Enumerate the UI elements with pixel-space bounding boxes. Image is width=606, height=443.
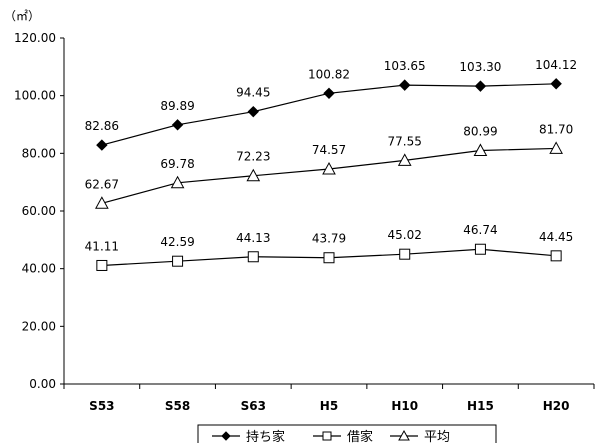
data-label: 46.74 bbox=[463, 223, 497, 237]
y-tick-label: 60.00 bbox=[22, 204, 56, 218]
y-tick-label: 40.00 bbox=[22, 262, 56, 276]
data-label: 44.45 bbox=[539, 230, 573, 244]
data-point-triangle bbox=[170, 175, 185, 189]
legend-item: 持ち家 bbox=[212, 429, 285, 443]
data-point-diamond bbox=[323, 87, 335, 100]
legend-item: 平均 bbox=[390, 429, 450, 443]
data-point-triangle bbox=[473, 143, 488, 156]
data-point-square bbox=[247, 251, 259, 263]
data-point-square bbox=[550, 250, 562, 262]
legend-item: 借家 bbox=[313, 429, 373, 443]
data-point-diamond bbox=[96, 139, 108, 151]
data-label: 41.11 bbox=[85, 239, 119, 253]
x-tick-label: S53 bbox=[89, 399, 114, 413]
data-label: 104.12 bbox=[535, 58, 577, 72]
x-tick-labels: S53 S58 S63 H5 H10 H15 H20 bbox=[89, 399, 569, 413]
data-label: 82.86 bbox=[85, 119, 119, 133]
data-label: 89.89 bbox=[160, 99, 194, 113]
x-tick-label: H15 bbox=[467, 399, 494, 413]
series-group: 82.86 89.89 94.45 100.82 103.65 103.30 104.12 4… bbox=[85, 58, 577, 271]
data-point-triangle bbox=[398, 429, 410, 441]
data-label: 74.57 bbox=[312, 143, 346, 157]
data-point-square bbox=[323, 252, 335, 264]
data-point-triangle bbox=[397, 153, 412, 166]
y-tick-label: 120.00 bbox=[14, 31, 56, 45]
series-1: 82.86 89.89 94.45 100.82 103.65 103.30 104.12 bbox=[85, 58, 577, 151]
y-tick-label: 100.00 bbox=[14, 89, 56, 103]
axes bbox=[60, 37, 595, 389]
data-point-diamond bbox=[247, 105, 259, 118]
data-point-square bbox=[399, 248, 411, 260]
data-point-diamond bbox=[550, 78, 562, 90]
data-label: 69.78 bbox=[160, 157, 194, 171]
data-point-triangle bbox=[95, 196, 109, 209]
data-label: 77.55 bbox=[388, 134, 422, 148]
data-label: 80.99 bbox=[463, 124, 497, 138]
data-label: 45.02 bbox=[388, 228, 422, 242]
legend: 持ち家 借家 平均 bbox=[197, 424, 497, 443]
data-label: 103.65 bbox=[384, 59, 426, 73]
legend-label: 平均 bbox=[424, 430, 450, 443]
legend-box bbox=[197, 424, 497, 443]
data-label: 72.23 bbox=[236, 150, 270, 164]
data-point-square bbox=[474, 243, 486, 255]
data-label: 44.13 bbox=[236, 231, 270, 245]
data-label: 100.82 bbox=[308, 67, 350, 81]
legend-label: 借家 bbox=[347, 429, 373, 443]
data-point-diamond bbox=[474, 80, 487, 92]
data-label: 62.67 bbox=[85, 177, 119, 191]
data-point-square bbox=[172, 255, 184, 267]
y-unit-label: （㎡） bbox=[4, 9, 40, 23]
y-tick-label: 0.00 bbox=[29, 377, 56, 391]
data-point-diamond bbox=[171, 119, 184, 131]
series-3: 62.67 69.78 72.23 74.57 77.55 80.99 81.70 bbox=[85, 122, 573, 209]
x-tick-label: H10 bbox=[391, 399, 418, 413]
data-point-triangle bbox=[322, 161, 336, 175]
y-tick-label: 80.00 bbox=[22, 146, 56, 160]
data-label: 42.59 bbox=[160, 235, 194, 249]
x-tick-label: H20 bbox=[543, 399, 570, 413]
x-tick-label: H5 bbox=[320, 399, 338, 413]
x-tick-label: S63 bbox=[241, 399, 266, 413]
data-point-diamond bbox=[221, 431, 231, 441]
series-2: 41.11 42.59 44.13 43.79 45.02 46.74 44.45 bbox=[85, 223, 573, 271]
data-label: 94.45 bbox=[236, 86, 270, 100]
data-point-triangle bbox=[549, 141, 563, 154]
x-tick-label: S58 bbox=[165, 399, 190, 413]
data-label: 103.30 bbox=[459, 60, 501, 74]
y-tick-labels: 0.00 20.00 40.00 60.00 80.00 100.00 120.00 bbox=[14, 31, 56, 391]
y-tick-label: 20.00 bbox=[22, 319, 56, 333]
legend-label: 持ち家 bbox=[246, 429, 285, 443]
data-label: 43.79 bbox=[312, 232, 346, 246]
data-point-square bbox=[322, 431, 332, 441]
data-point-square bbox=[96, 259, 108, 271]
data-point-triangle bbox=[246, 168, 261, 182]
data-point-diamond bbox=[399, 79, 411, 91]
data-label: 81.70 bbox=[539, 122, 573, 136]
